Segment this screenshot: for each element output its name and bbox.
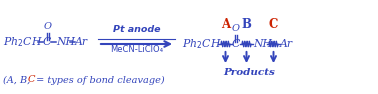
Text: O: O [43, 22, 51, 31]
Text: C: C [28, 75, 36, 85]
Text: C: C [232, 39, 240, 49]
Text: A: A [221, 18, 230, 31]
Text: MeCN-LiClO₄: MeCN-LiClO₄ [110, 44, 163, 53]
Text: C: C [43, 37, 51, 47]
Text: = types of bond cleavage): = types of bond cleavage) [33, 75, 165, 85]
Text: Ph$_2$CH: Ph$_2$CH [182, 37, 222, 51]
Text: Ph$_2$CH: Ph$_2$CH [3, 35, 43, 49]
Text: Products: Products [223, 68, 276, 77]
Text: Ar: Ar [280, 39, 293, 49]
Text: Ar: Ar [75, 37, 88, 47]
Text: C: C [269, 18, 278, 31]
Text: Pt anode: Pt anode [113, 25, 160, 33]
Text: NH: NH [253, 39, 272, 49]
Text: (A, B,: (A, B, [3, 75, 33, 85]
Text: O: O [232, 24, 240, 33]
Text: B: B [242, 18, 251, 31]
Text: NH: NH [56, 37, 75, 47]
